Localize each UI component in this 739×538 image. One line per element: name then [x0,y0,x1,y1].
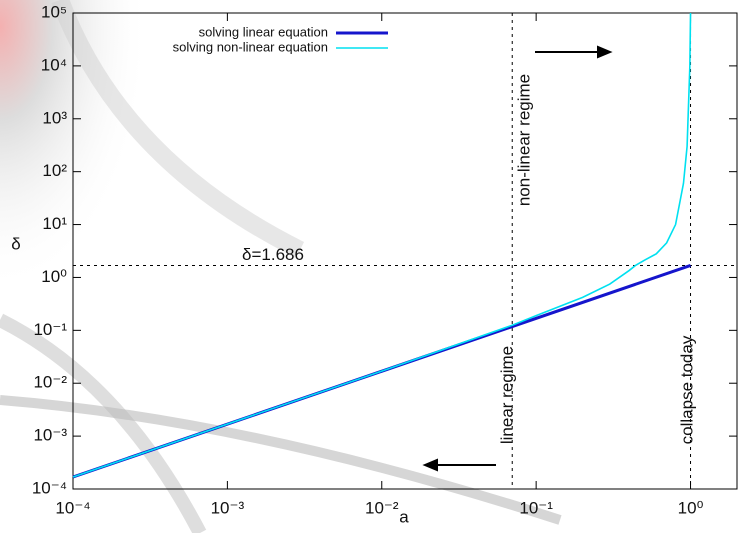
legend-label: solving linear equation [199,24,328,39]
y-tick-label: 10⁻⁴ [32,478,67,497]
x-tick-label: 10⁻³ [211,498,245,517]
legend-label: solving non-linear equation [173,39,328,54]
y-tick-label: 10⁻² [33,373,67,392]
annotation: non-linear regime [514,74,533,206]
arrow-left [422,458,496,472]
x-tick-label: 10⁻¹ [519,498,553,517]
data-line [72,12,692,478]
background-swirl [51,0,305,259]
x-axis-label: a [399,507,409,526]
annotation: linear regime [497,346,516,444]
x-tick-label: 10⁻⁴ [55,498,90,517]
arrow-right [535,45,613,59]
y-tick-label: 10⁴ [41,55,67,74]
x-tick-label: 10⁻² [365,498,399,517]
y-tick-label: 10⁻³ [33,426,67,445]
annotation: δ=1.686 [242,245,304,264]
y-tick-label: 10³ [42,108,67,127]
y-tick-label: 10⁰ [41,267,67,286]
y-tick-label: 10⁻¹ [33,320,67,339]
annotation: collapse today [677,335,696,444]
plot-frame [72,12,738,490]
background-swirl [0,395,562,525]
background-swirl [0,313,207,537]
y-axis-label: δ [11,234,20,253]
x-tick-label: 10⁰ [678,498,704,517]
y-tick-label: 10² [42,161,67,180]
y-tick-label: 10⁵ [41,2,67,21]
y-tick-label: 10¹ [42,214,67,233]
